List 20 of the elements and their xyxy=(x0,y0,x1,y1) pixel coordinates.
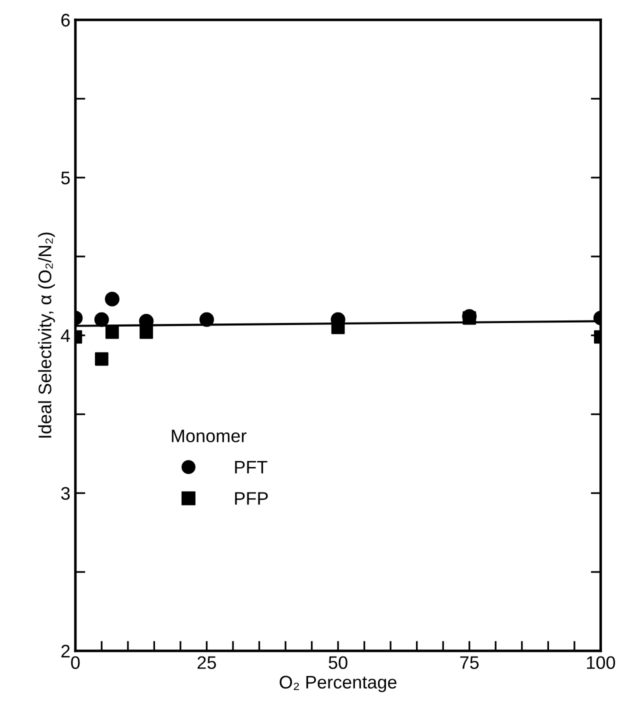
x-axis-title: O₂ Percentage xyxy=(280,676,396,692)
legend-label: PFT xyxy=(235,460,268,474)
point xyxy=(94,352,108,366)
point xyxy=(94,312,109,327)
y-tick-label: 3 xyxy=(61,487,70,500)
legend-label: PFP xyxy=(235,492,268,505)
x-tick-label: 75 xyxy=(460,656,479,669)
y-tick-label: 6 xyxy=(61,14,70,27)
x-tick-label: 25 xyxy=(198,656,216,669)
y-tick-label: 4 xyxy=(60,329,70,342)
point xyxy=(104,292,120,306)
x-tick-label: 0 xyxy=(71,656,80,669)
point xyxy=(199,312,214,327)
y-axis-title: Ideal Selectivity, α (O₂/N₂) xyxy=(38,232,55,438)
y-tick-label: 2 xyxy=(61,644,70,658)
y-tick-label: 5 xyxy=(61,172,70,184)
x-tick-label: 100 xyxy=(587,656,616,669)
x-tick-label: 50 xyxy=(328,656,348,669)
point xyxy=(105,325,119,339)
legend-title: Monomer xyxy=(172,430,246,442)
